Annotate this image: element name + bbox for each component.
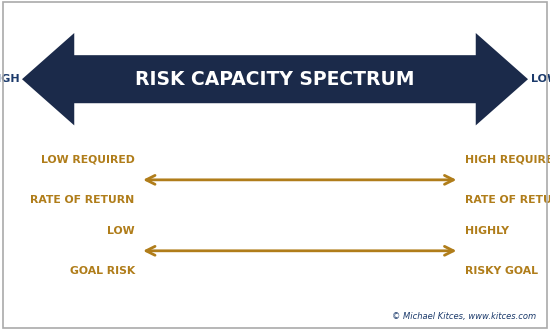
Text: RISKY GOAL: RISKY GOAL [465, 266, 538, 276]
Text: GOAL RISK: GOAL RISK [69, 266, 135, 276]
Text: RATE OF RETURN: RATE OF RETURN [30, 195, 135, 205]
Text: RISK CAPACITY SPECTRUM: RISK CAPACITY SPECTRUM [135, 70, 415, 89]
Text: RATE OF RETURN: RATE OF RETURN [465, 195, 550, 205]
Text: LOW: LOW [531, 74, 550, 84]
Text: HIGH REQUIRED: HIGH REQUIRED [465, 155, 550, 165]
Text: HIGH: HIGH [0, 74, 19, 84]
Text: HIGHLY: HIGHLY [465, 226, 509, 236]
Polygon shape [22, 33, 528, 125]
Text: LOW: LOW [107, 226, 135, 236]
Text: LOW REQUIRED: LOW REQUIRED [41, 155, 135, 165]
Text: © Michael Kitces, www.kitces.com: © Michael Kitces, www.kitces.com [392, 312, 536, 321]
